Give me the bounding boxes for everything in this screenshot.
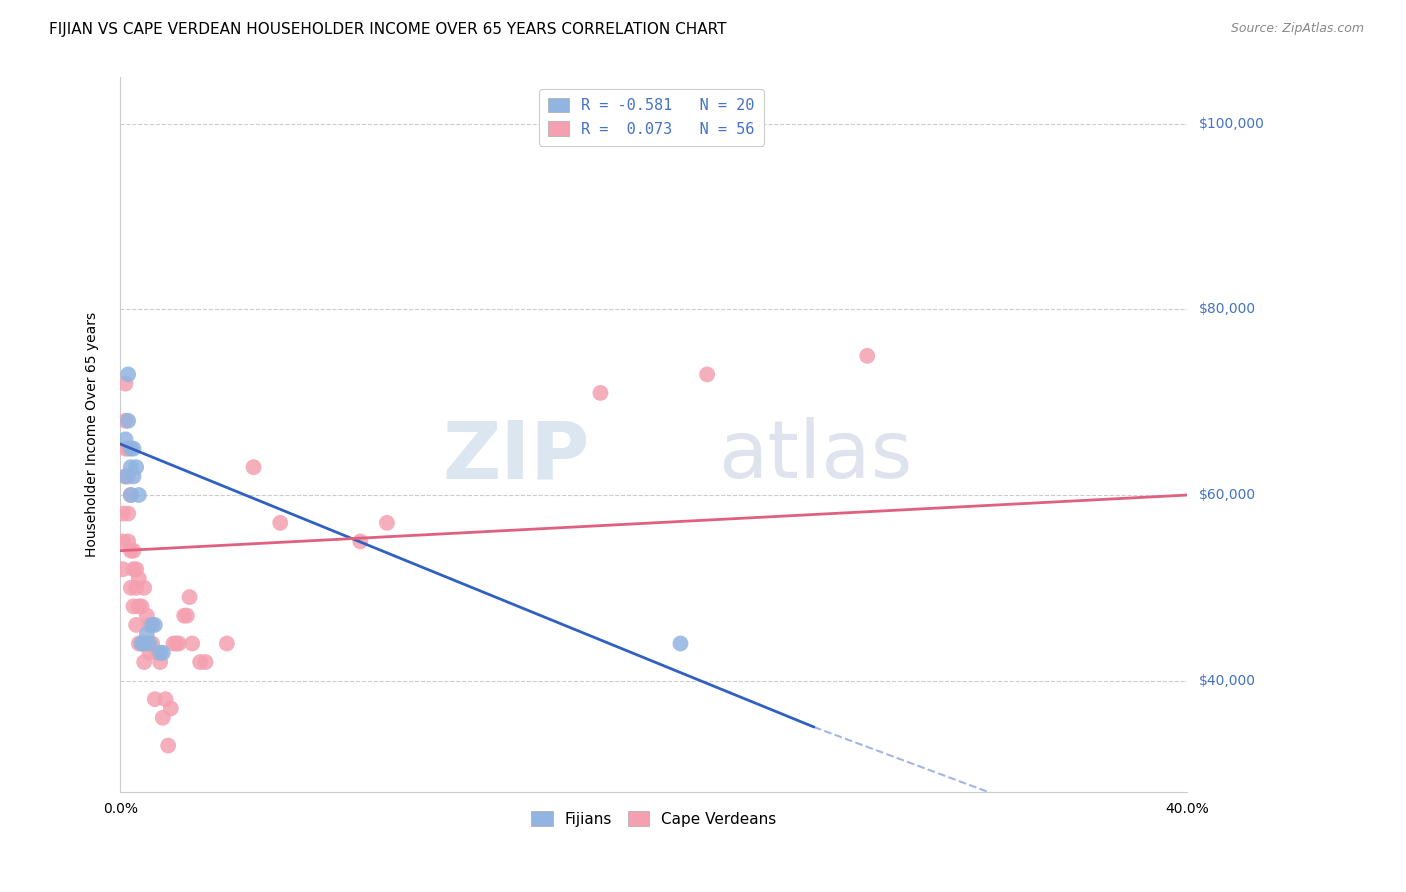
Point — [122, 543, 145, 558]
Point — [856, 349, 879, 363]
Point — [143, 618, 166, 632]
Point — [122, 469, 145, 483]
Text: $100,000: $100,000 — [1198, 117, 1264, 131]
Point — [111, 562, 134, 576]
Point — [696, 368, 718, 382]
Point — [114, 376, 136, 391]
Point — [135, 627, 157, 641]
Point — [179, 590, 201, 604]
Point — [141, 636, 163, 650]
Point — [138, 646, 160, 660]
Point — [143, 692, 166, 706]
Point — [162, 636, 184, 650]
Point — [375, 516, 398, 530]
Point — [349, 534, 371, 549]
Point — [114, 469, 136, 483]
Point — [188, 655, 211, 669]
Point — [152, 711, 174, 725]
Point — [117, 469, 139, 483]
Point — [589, 386, 612, 401]
Point — [120, 543, 142, 558]
Point — [128, 488, 150, 502]
Point — [181, 636, 204, 650]
Point — [117, 368, 139, 382]
Point — [117, 414, 139, 428]
Point — [167, 636, 190, 650]
Point — [146, 646, 169, 660]
Text: $40,000: $40,000 — [1198, 673, 1256, 688]
Point — [128, 636, 150, 650]
Text: Source: ZipAtlas.com: Source: ZipAtlas.com — [1230, 22, 1364, 36]
Text: atlas: atlas — [718, 417, 912, 495]
Point — [117, 507, 139, 521]
Point — [669, 636, 692, 650]
Point — [194, 655, 217, 669]
Point — [120, 488, 142, 502]
Point — [135, 608, 157, 623]
Point — [141, 618, 163, 632]
Point — [149, 646, 172, 660]
Point — [125, 618, 148, 632]
Point — [117, 442, 139, 456]
Point — [134, 655, 156, 669]
Point — [176, 608, 198, 623]
Point — [120, 442, 142, 456]
Text: FIJIAN VS CAPE VERDEAN HOUSEHOLDER INCOME OVER 65 YEARS CORRELATION CHART: FIJIAN VS CAPE VERDEAN HOUSEHOLDER INCOM… — [49, 22, 727, 37]
Point — [138, 618, 160, 632]
Point — [122, 599, 145, 614]
Text: $60,000: $60,000 — [1198, 488, 1256, 502]
Point — [157, 739, 180, 753]
Point — [152, 646, 174, 660]
Point — [122, 442, 145, 456]
Point — [114, 433, 136, 447]
Point — [114, 469, 136, 483]
Point — [125, 581, 148, 595]
Point — [131, 599, 153, 614]
Point — [242, 460, 264, 475]
Point — [120, 488, 142, 502]
Point — [149, 655, 172, 669]
Point — [120, 581, 142, 595]
Y-axis label: Householder Income Over 65 years: Householder Income Over 65 years — [86, 312, 100, 558]
Point — [134, 636, 156, 650]
Point — [269, 516, 291, 530]
Legend: Fijians, Cape Verdeans: Fijians, Cape Verdeans — [523, 804, 785, 834]
Point — [131, 636, 153, 650]
Point — [114, 442, 136, 456]
Point — [128, 572, 150, 586]
Point — [111, 507, 134, 521]
Point — [114, 414, 136, 428]
Point — [120, 460, 142, 475]
Point — [131, 636, 153, 650]
Text: $80,000: $80,000 — [1198, 302, 1256, 317]
Point — [134, 581, 156, 595]
Point — [155, 692, 177, 706]
Text: ZIP: ZIP — [443, 417, 589, 495]
Point — [138, 636, 160, 650]
Point — [215, 636, 238, 650]
Point — [128, 599, 150, 614]
Point — [117, 534, 139, 549]
Point — [111, 534, 134, 549]
Point — [125, 460, 148, 475]
Point — [160, 701, 183, 715]
Point — [135, 636, 157, 650]
Point — [122, 562, 145, 576]
Point — [165, 636, 187, 650]
Point — [125, 562, 148, 576]
Point — [173, 608, 195, 623]
